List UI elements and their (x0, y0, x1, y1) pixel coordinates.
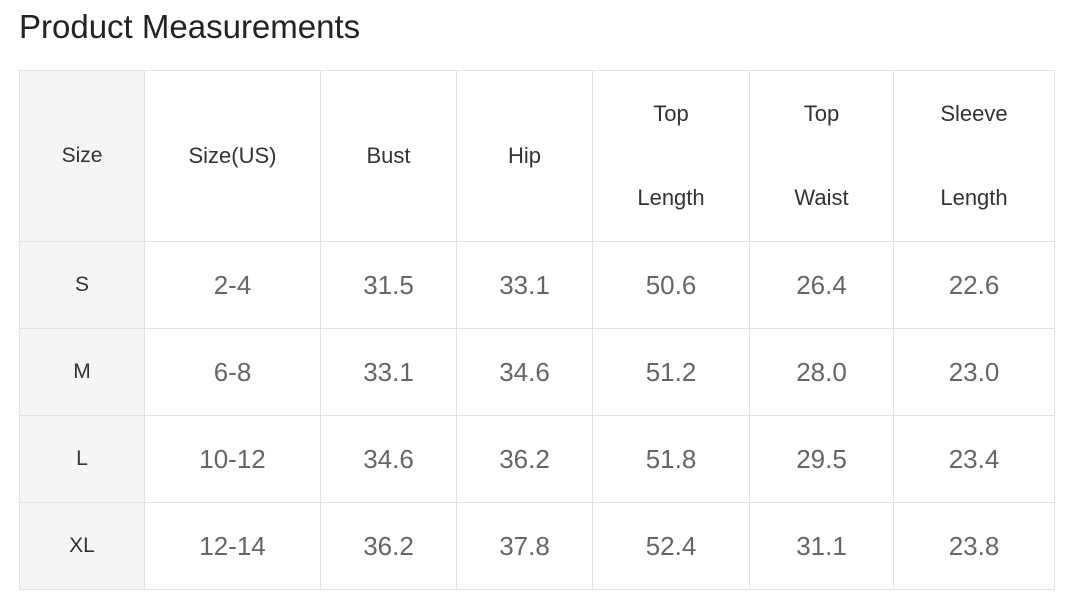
value-cell: 26.4 (749, 241, 894, 329)
value-cell: 36.2 (320, 502, 457, 590)
value-cell: 50.6 (592, 241, 750, 329)
value-cell: 31.5 (320, 241, 457, 329)
size-cell: M (19, 328, 145, 416)
column-header: Hip (456, 70, 593, 242)
column-header-label: Length (637, 185, 705, 210)
column-header-label: Bust (366, 143, 411, 168)
column-header-label: Hip (507, 143, 541, 168)
value-cell: 51.8 (592, 415, 750, 503)
table-row: S 2-4 31.5 33.1 50.6 26.4 22.6 (19, 241, 1055, 329)
column-header: Bust (320, 70, 457, 242)
value-cell: 33.1 (456, 241, 593, 329)
page-title: Product Measurements (19, 8, 361, 45)
column-header-label: Top (653, 101, 689, 126)
value-cell: 34.6 (320, 415, 457, 503)
size-cell: S (19, 241, 145, 329)
measurements-table: Size Size(US) Bust Hip Top Length Top Waist Slee… (19, 70, 1055, 590)
header-row: Size Size(US) Bust Hip Top Length Top Waist Slee… (19, 70, 1055, 242)
value-cell: 22.6 (893, 241, 1055, 329)
value-cell: 33.1 (320, 328, 457, 416)
column-header: Size (19, 70, 145, 242)
value-cell: 10-12 (144, 415, 321, 503)
value-cell: 31.1 (749, 502, 894, 590)
value-cell: 29.5 (749, 415, 894, 503)
value-cell: 6-8 (144, 328, 321, 416)
value-cell: 36.2 (456, 415, 593, 503)
column-header: Sleeve Length (893, 70, 1055, 242)
value-cell: 12-14 (144, 502, 321, 590)
value-cell: 23.4 (893, 415, 1055, 503)
value-cell: 37.8 (456, 502, 593, 590)
column-header-label: Size (61, 144, 103, 167)
value-cell: 34.6 (456, 328, 593, 416)
value-cell: 23.8 (893, 502, 1055, 590)
value-cell: 51.2 (592, 328, 750, 416)
size-cell: L (19, 415, 145, 503)
column-header-label: Waist (794, 185, 849, 210)
column-header-label: Size(US) (188, 143, 277, 168)
column-header: Top Waist (749, 70, 894, 242)
size-cell: XL (19, 502, 145, 590)
value-cell: 2-4 (144, 241, 321, 329)
value-cell: 23.0 (893, 328, 1055, 416)
column-header: Size(US) (144, 70, 321, 242)
column-header-label: Sleeve (940, 101, 1008, 126)
table-row: XL 12-14 36.2 37.8 52.4 31.1 23.8 (19, 502, 1055, 590)
value-cell: 52.4 (592, 502, 750, 590)
column-header-label: Top (803, 101, 840, 126)
value-cell: 28.0 (749, 328, 894, 416)
column-header: Top Length (592, 70, 750, 242)
column-header-label: Length (940, 185, 1008, 210)
table-row: L 10-12 34.6 36.2 51.8 29.5 23.4 (19, 415, 1055, 503)
table-row: M 6-8 33.1 34.6 51.2 28.0 23.0 (19, 328, 1055, 416)
